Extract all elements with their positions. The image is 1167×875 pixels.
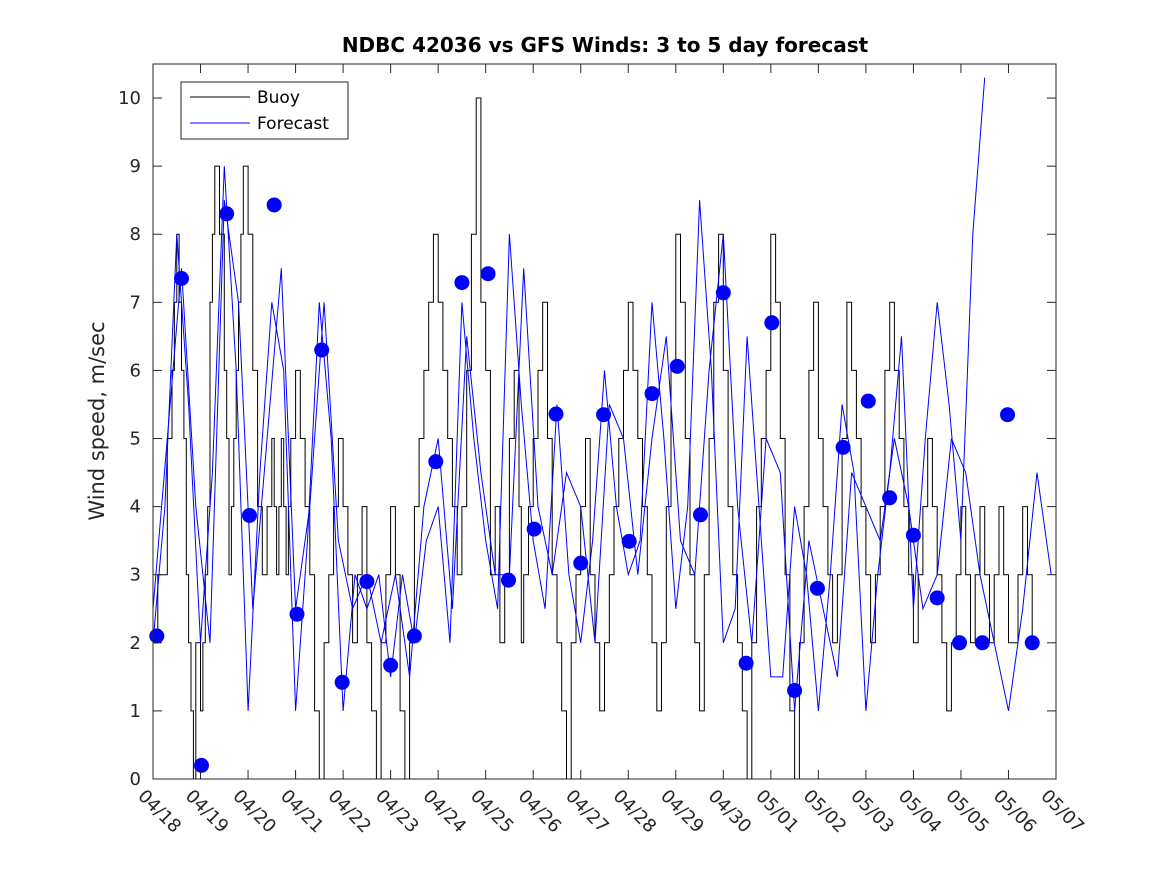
y-tick-label: 2	[130, 633, 141, 654]
data-point-marker	[149, 628, 165, 644]
legend: Buoy Forecast	[180, 81, 349, 140]
y-tick-label: 4	[130, 497, 141, 518]
data-point-marker	[573, 555, 589, 571]
legend-buoy-label: Buoy	[257, 88, 300, 108]
data-point-marker	[241, 507, 257, 523]
chart-title: NDBC 42036 vs GFS Winds: 3 to 5 day fore…	[342, 33, 869, 57]
y-tick-label: 3	[130, 565, 141, 586]
data-point-marker	[905, 527, 921, 543]
y-tick-label: 5	[130, 429, 141, 450]
data-point-marker	[289, 606, 305, 622]
data-point-marker	[406, 628, 422, 644]
marker-layer	[149, 197, 1040, 773]
axes-box	[152, 63, 1057, 780]
data-point-marker	[669, 358, 685, 374]
data-point-marker	[314, 342, 330, 358]
data-point-marker	[974, 635, 990, 651]
legend-forecast-label: Forecast	[257, 114, 329, 134]
data-point-marker	[383, 657, 399, 673]
y-tick-label: 8	[130, 224, 141, 245]
data-point-marker	[219, 206, 235, 222]
y-tick-label: 9	[130, 156, 141, 177]
series-forecast-line-1	[152, 77, 986, 711]
data-point-marker	[359, 574, 375, 590]
data-point-marker	[715, 285, 731, 301]
data-point-marker	[454, 275, 470, 291]
data-point-marker	[787, 682, 803, 698]
data-point-marker	[174, 271, 190, 286]
data-point-marker	[1024, 635, 1040, 651]
data-point-marker	[596, 407, 612, 423]
data-point-marker	[428, 454, 444, 470]
y-tick-label: 6	[130, 360, 141, 381]
data-point-marker	[480, 266, 496, 282]
data-point-marker	[929, 590, 945, 606]
data-point-marker	[764, 315, 780, 331]
y-tick-label: 10	[118, 88, 141, 109]
data-point-marker	[500, 572, 516, 588]
y-axis: 0 1 2 3 4 5 6 7 8 9 10	[118, 88, 1056, 790]
data-point-marker	[952, 635, 968, 651]
series-forecast-line-2	[152, 200, 1052, 712]
data-point-marker	[860, 393, 876, 409]
data-point-marker	[738, 655, 754, 671]
y-axis-label: Wind speed, m/sec	[85, 321, 109, 520]
y-tick-label: 0	[130, 769, 141, 790]
legend-box	[180, 81, 349, 140]
data-point-marker	[334, 674, 350, 690]
y-tick-label: 7	[130, 292, 141, 313]
data-point-marker	[621, 533, 637, 549]
data-point-marker	[193, 757, 209, 773]
data-point-marker	[693, 507, 709, 523]
data-point-marker	[266, 197, 282, 213]
series-layer	[152, 77, 1052, 780]
data-point-marker	[548, 406, 564, 422]
y-tick-label: 1	[130, 701, 141, 722]
data-point-marker	[882, 490, 898, 506]
plot-area	[149, 63, 1057, 780]
data-point-marker	[526, 521, 542, 537]
data-point-marker	[644, 386, 660, 402]
data-point-marker	[835, 439, 851, 455]
data-point-marker	[1000, 407, 1016, 423]
data-point-marker	[809, 580, 825, 596]
